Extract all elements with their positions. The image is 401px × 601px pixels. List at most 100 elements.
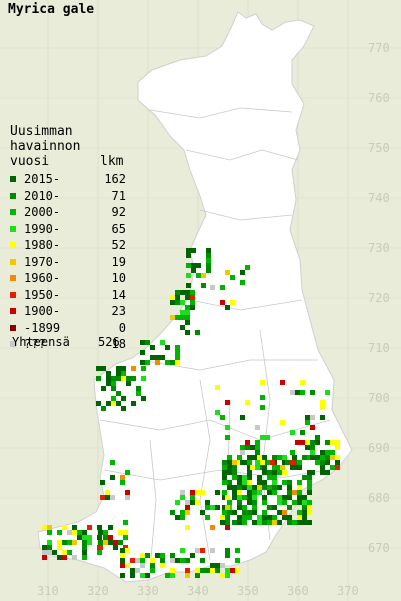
observation-square [232,520,237,525]
observation-square [247,515,252,520]
observation-square [185,505,190,510]
observation-square [222,465,227,470]
observation-square [282,500,287,505]
observation-square [121,366,126,371]
observation-square [295,440,300,445]
observation-square [87,540,92,545]
legend-count: 52 [111,238,126,253]
observation-square [98,540,103,545]
observation-square [267,490,272,495]
observation-square [290,450,295,455]
observation-square [190,295,195,300]
observation-square [145,340,150,345]
observation-square [120,548,125,553]
observation-square [260,405,265,410]
observation-square [310,470,315,475]
observation-square [185,320,190,325]
observation-square [257,485,262,490]
observation-square [108,525,113,530]
observation-square [185,305,190,310]
observation-square [225,553,230,558]
observation-square [200,490,205,495]
observation-square [185,573,190,578]
observation-square [227,485,232,490]
observation-square [210,505,215,510]
legend-item: -1899 0 [10,320,126,337]
observation-square [262,495,267,500]
observation-square [230,568,235,573]
observation-square [257,490,262,495]
observation-square [297,485,302,490]
observation-square [47,545,52,550]
observation-square [195,573,200,578]
observation-square [140,558,145,563]
observation-square [262,500,267,505]
observation-square [287,520,292,525]
observation-square [57,540,62,545]
observation-square [175,300,180,305]
observation-square [185,315,190,320]
observation-square [98,545,103,550]
observation-square [180,495,185,500]
observation-square [120,475,125,480]
east-label: 370 [337,584,359,598]
observation-square [225,505,230,510]
observation-square [121,406,126,411]
observation-square [227,455,232,460]
east-label: 330 [137,584,159,598]
legend-count: 71 [111,188,126,203]
observation-square [196,263,201,268]
observation-square [118,540,123,545]
observation-square [305,420,310,425]
legend-swatch [10,242,16,249]
observation-square [267,470,272,475]
north-label: 730 [368,241,390,255]
legend-item: 1980- 52 [10,237,126,254]
observation-square [82,545,87,550]
observation-square [116,366,121,371]
observation-square [220,520,225,525]
legend-swatch [10,341,16,348]
observation-square [220,415,225,420]
observation-square [82,530,87,535]
observation-square [160,558,165,563]
observation-square [111,381,116,386]
observation-square [47,550,52,555]
observation-square [247,500,252,505]
observation-square [255,460,260,465]
observation-square [101,386,106,391]
legend-label: 2015- [24,172,61,187]
observation-square [335,440,340,445]
observation-square [47,530,52,535]
observation-square [62,525,67,530]
observation-square [272,485,277,490]
observation-square [335,445,340,450]
observation-square [210,568,215,573]
observation-square [325,390,330,395]
observation-square [57,530,62,535]
observation-square [302,510,307,515]
observation-square [247,480,252,485]
observation-square [141,396,146,401]
observation-square [190,553,195,558]
legend-label: 2000- [24,205,61,220]
species-title: Myrica gale [8,2,95,17]
legend-count: 65 [111,221,126,236]
observation-square [135,568,140,573]
observation-square [110,495,115,500]
observation-square [145,360,150,365]
observation-square [111,376,116,381]
observation-square [106,401,111,406]
observation-square [270,460,275,465]
observation-square [255,425,260,430]
observation-square [77,535,82,540]
observation-square [237,455,242,460]
observation-square [140,573,145,578]
observation-square [230,275,235,280]
observation-square [82,555,87,560]
legend-count: 14 [111,287,126,302]
observation-square [67,540,72,545]
observation-square [62,540,67,545]
observation-square [245,445,250,450]
observation-square [287,515,292,520]
